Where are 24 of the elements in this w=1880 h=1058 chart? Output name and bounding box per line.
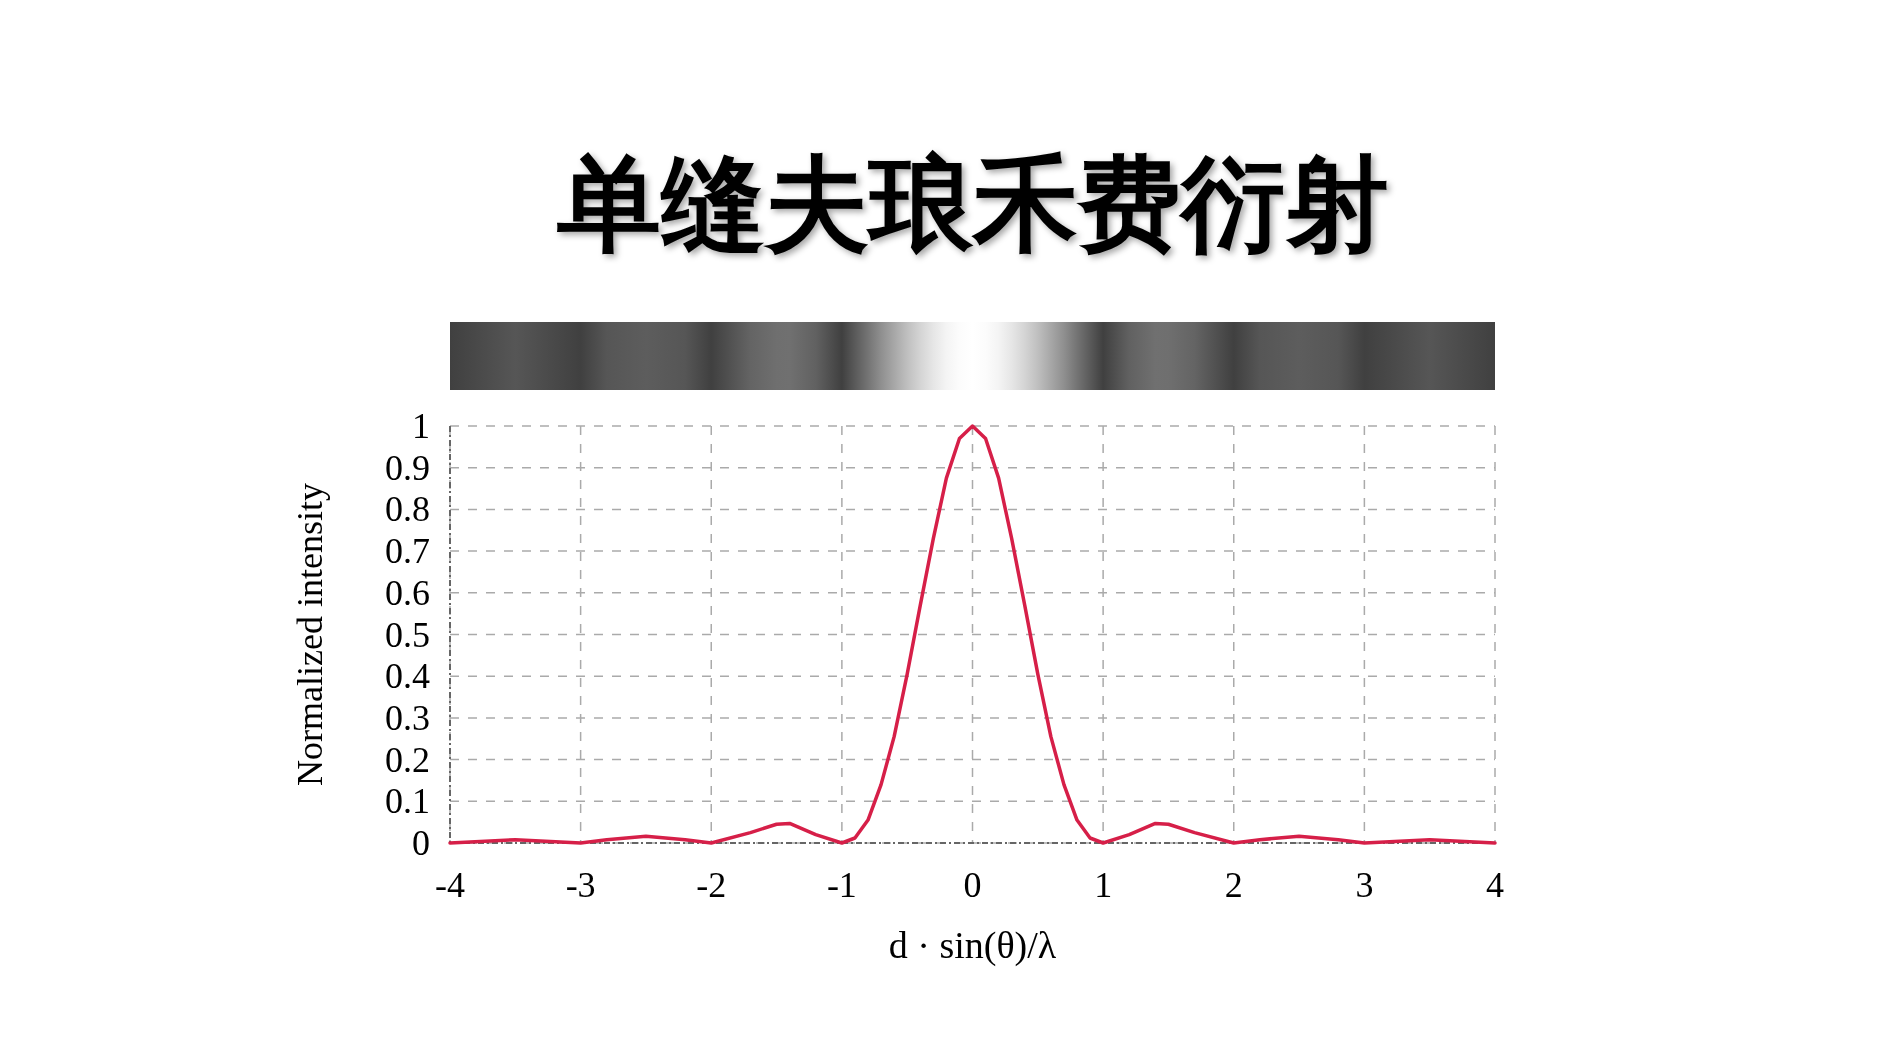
chart-title: 单缝夫琅禾费衍射 [555,143,1389,265]
y-tick-label: 0.3 [385,697,430,738]
x-tick-label: -1 [826,865,857,905]
x-tick-label: 4 [1486,865,1504,905]
x-tick-label: 1 [1094,865,1113,905]
y-tick-label: 0 [412,823,430,863]
x-tick-label: 0 [963,865,982,905]
y-tick-label: 0.6 [385,572,430,613]
y-tick-label: 0.2 [385,739,430,780]
y-tick-label: 0.1 [385,781,430,822]
y-tick-label: 0.8 [385,489,430,530]
x-tick-label: -2 [696,865,727,905]
y-tick-label: 0.4 [385,656,430,697]
x-tick-label: -3 [565,865,596,905]
x-tick-label: 3 [1355,865,1374,905]
y-tick-label: 0.9 [385,447,430,488]
y-axis-title: Normalized intensity [290,483,330,786]
line-series [448,424,1497,845]
x-tick-label: 2 [1224,865,1243,905]
y-tick-label: 0.5 [385,614,430,655]
x-tick-label: -4 [435,865,465,905]
x-axis-title: d · sin(θ)/λ [888,924,1057,967]
y-tick-label: 1 [412,406,430,446]
y-tick-label: 0.7 [385,531,430,572]
